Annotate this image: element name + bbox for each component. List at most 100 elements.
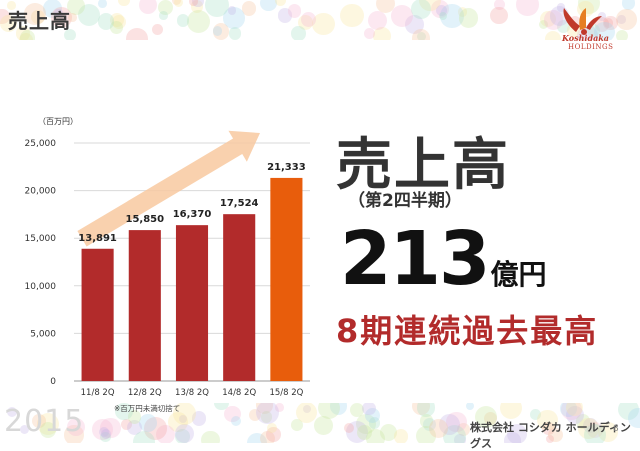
decorative-dot <box>24 3 46 25</box>
decorative-dot <box>132 430 156 443</box>
decorative-dot <box>561 403 582 420</box>
y-tick-label: 5,000 <box>30 329 56 339</box>
decorative-dot <box>507 423 528 443</box>
decorative-dots-top <box>0 0 640 40</box>
decorative-dot <box>543 9 564 30</box>
bar-15/8 2Q <box>270 177 303 381</box>
decorative-dot <box>430 0 449 18</box>
decorative-dot <box>278 8 293 23</box>
bar-11/8 2Q <box>81 248 114 381</box>
decorative-dot <box>560 403 578 417</box>
decorative-dot <box>144 417 167 440</box>
decorative-dot <box>617 15 626 24</box>
decorative-dot <box>569 15 582 28</box>
decorative-dot <box>457 7 468 17</box>
y-tick-label: 0 <box>50 377 56 387</box>
decorative-dot <box>98 0 107 8</box>
decorative-dot <box>575 414 591 429</box>
decorative-dot <box>0 8 10 25</box>
decorative-dot <box>295 403 317 424</box>
decorative-dot <box>542 421 556 435</box>
decorative-dot <box>490 6 508 25</box>
bar-value-label: 15,850 <box>126 214 165 225</box>
decorative-dot <box>275 403 284 412</box>
decorative-dot <box>214 403 229 411</box>
decorative-dot <box>152 24 163 36</box>
decorative-dot <box>7 407 18 418</box>
decorative-dot <box>412 403 430 415</box>
chart-footnote: ※百万円未満切捨て <box>114 403 180 413</box>
decorative-dot <box>391 5 413 28</box>
decorative-dot <box>545 434 555 443</box>
decorative-dot <box>556 3 566 12</box>
headline-amount: 213億円 <box>340 216 546 302</box>
decorative-dot <box>37 413 60 436</box>
decorative-dot <box>176 13 190 27</box>
decorative-dot <box>438 413 460 435</box>
decorative-dot <box>246 432 268 443</box>
decorative-dot <box>329 403 348 416</box>
decorative-dot <box>628 407 640 428</box>
decorative-dot <box>417 31 427 40</box>
decorative-dot <box>223 7 245 29</box>
decorative-dot <box>582 417 598 433</box>
decorative-dot <box>127 419 143 436</box>
decorative-dot <box>436 4 447 16</box>
decorative-dot <box>317 403 341 420</box>
decorative-dot <box>192 0 204 7</box>
decorative-dot <box>365 429 385 443</box>
decorative-dot <box>173 0 184 8</box>
decorative-dot <box>156 425 176 443</box>
decorative-dot <box>530 409 542 421</box>
decorative-dot <box>442 424 467 443</box>
decorative-dot <box>267 422 277 433</box>
decorative-dot <box>616 9 637 30</box>
decorative-dot <box>16 26 31 40</box>
decorative-dot <box>19 424 30 434</box>
decorative-dot <box>539 11 556 28</box>
headline-subtitle: （第2四半期） <box>348 191 462 211</box>
decorative-dot <box>343 423 354 434</box>
decorative-dot <box>0 14 17 32</box>
decorative-dot <box>248 409 261 422</box>
decorative-dot <box>440 4 464 28</box>
decorative-dot <box>54 8 63 18</box>
decorative-dot <box>438 12 447 21</box>
decorative-dots-bottom <box>0 403 640 443</box>
decorative-dot <box>500 403 523 420</box>
decorative-dot <box>64 425 84 443</box>
decorative-dot <box>127 410 142 424</box>
decorative-dot <box>594 17 610 32</box>
decorative-dot <box>42 0 62 19</box>
decorative-dot <box>557 20 570 33</box>
decorative-dot <box>191 410 207 426</box>
decorative-dot <box>538 19 548 30</box>
decorative-dot <box>109 12 125 28</box>
decorative-dot <box>212 22 230 40</box>
decorative-dot <box>459 8 479 28</box>
decorative-dot <box>566 406 585 424</box>
decorative-dot <box>259 0 277 12</box>
decorative-dot <box>30 10 45 24</box>
decorative-dot <box>483 411 498 426</box>
decorative-dot <box>175 429 190 443</box>
x-tick-label: 12/8 2Q <box>128 388 162 398</box>
decorative-dot <box>603 15 618 31</box>
decorative-dot <box>201 430 220 443</box>
bar-12/8 2Q <box>128 230 161 381</box>
decorative-dot <box>537 409 558 430</box>
bar-14/8 2Q <box>223 214 256 381</box>
footer-year: 2015 <box>4 404 85 439</box>
decorative-dot <box>429 418 449 438</box>
decorative-dot <box>301 11 317 27</box>
decorative-dot <box>100 417 122 439</box>
decorative-dot <box>241 1 257 16</box>
decorative-dot <box>372 27 392 40</box>
decorative-dot <box>594 21 615 40</box>
decorative-dot <box>121 419 133 431</box>
decorative-dot <box>380 424 398 442</box>
decorative-dot <box>66 0 85 16</box>
decorative-dot <box>313 416 333 435</box>
decorative-dot <box>126 28 149 40</box>
decorative-dot <box>361 403 376 416</box>
